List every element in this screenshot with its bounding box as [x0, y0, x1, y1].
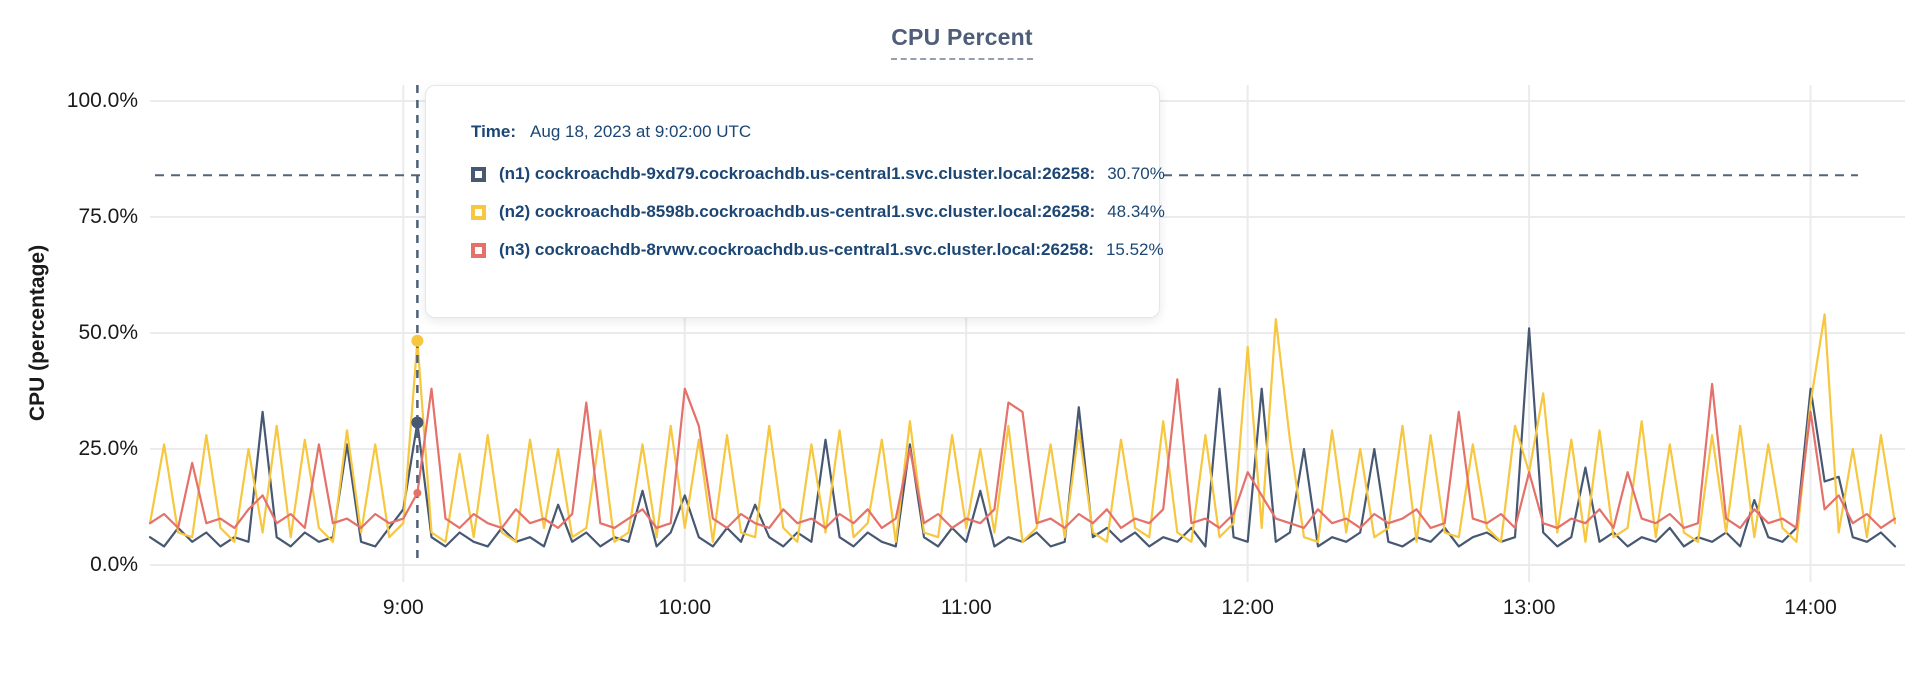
x-tick-label-11:00: 11:00 [940, 596, 992, 619]
n1-series-swatch-icon [471, 166, 486, 182]
n1-series-line [148, 327, 1897, 548]
tooltip-time-label: Time: [471, 122, 517, 141]
tooltip-time-row: Time: Aug 18, 2023 at 9:02:00 UTC [471, 122, 1129, 142]
n2-series-label: (n2) cockroachdb-8598b.cockroachdb.us-ce… [499, 202, 1096, 221]
hover-tooltip: Time: Aug 18, 2023 at 9:02:00 UTC (n1) co… [425, 85, 1165, 318]
x-tick-label-13:00: 13:00 [1502, 596, 1556, 619]
tooltip-series-row-n2: (n2) cockroachdb-8598b.cockroachdb.us-ce… [471, 202, 1165, 222]
n3-series-line [148, 378, 1897, 530]
n2-hover-point [411, 334, 424, 347]
n3-series-swatch-icon [471, 242, 486, 258]
n3-series-label: (n3) cockroachdb-8rvwv.cockroachdb.us-ce… [499, 240, 1094, 259]
n1-hover-point [411, 416, 424, 429]
x-tick-label-9:00: 9:00 [382, 596, 424, 619]
y-tick-label-25.0%: 25.0% [78, 437, 138, 460]
n2-series-line [148, 313, 1897, 543]
n1-series-label: (n1) cockroachdb-9xd79.cockroachdb.us-ce… [499, 164, 1096, 183]
y-tick-label-100.0%: 100.0% [66, 89, 138, 112]
n2-series-swatch-icon [471, 204, 486, 220]
n1-series-value: 30.70% [1107, 164, 1165, 183]
y-tick-label-0.0%: 0.0% [90, 553, 138, 576]
tooltip-time-value: Aug 18, 2023 at 9:02:00 UTC [530, 122, 752, 141]
n3-hover-point [413, 488, 422, 497]
n3-series-value: 15.52% [1105, 240, 1164, 259]
tooltip-series-row-n3: (n3) cockroachdb-8rvwv.cockroachdb.us-ce… [471, 240, 1164, 260]
y-tick-label-75.0%: 75.0% [78, 205, 138, 228]
n2-series-value: 48.34% [1107, 202, 1165, 221]
tooltip-series-row-n1: (n1) cockroachdb-9xd79.cockroachdb.us-ce… [471, 164, 1165, 184]
y-tick-label-50.0%: 50.0% [78, 321, 138, 344]
x-tick-label-10:00: 10:00 [658, 596, 712, 619]
x-tick-label-14:00: 14:00 [1784, 596, 1837, 619]
x-tick-label-12:00: 12:00 [1221, 596, 1274, 619]
